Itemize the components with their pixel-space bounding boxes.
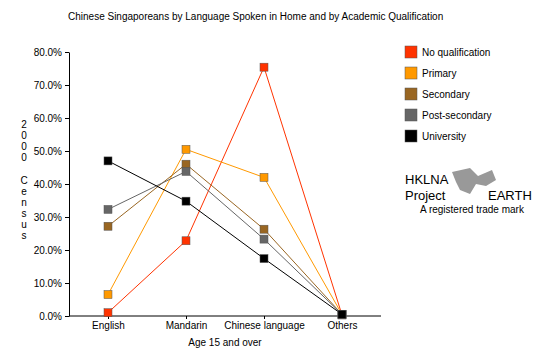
x-tick-mark [186,316,187,319]
plot-area [104,63,346,319]
y-tick-mark [65,118,69,119]
y-tick-mark [65,52,69,53]
legend-swatch [405,67,417,79]
series-line [108,171,342,314]
marker [104,205,112,213]
y-tick-mark [65,151,69,152]
y-tick-mark [65,283,69,284]
y-tick-label: 0.0% [39,311,62,322]
y-tick-mark [65,184,69,185]
series-line [108,149,342,314]
marker [338,310,346,318]
marker [338,310,346,318]
annotation: Project [405,188,446,203]
y-tick-mark [65,217,69,218]
y-axis-title-char: s [22,208,27,219]
marker [104,309,112,317]
legend-swatch [405,46,417,58]
marker [338,310,346,318]
y-axis-title-char: e [21,186,27,197]
legend-label: University [422,131,466,142]
marker [260,255,268,263]
x-axis: English Mandarin Chinese language Others [69,316,381,331]
marker [182,237,190,245]
marker [182,145,190,153]
y-axis-title-char: 0 [21,141,27,152]
y-tick: 60.0% [34,113,69,124]
marker [104,222,112,230]
y-tick-label: 30.0% [34,212,62,223]
y-tick-label: 20.0% [34,245,62,256]
title: Chinese Singaporeans by Language Spoken … [68,11,443,22]
x-tick: English [92,316,125,331]
marker [260,225,268,233]
x-tick: Mandarin [166,316,208,331]
y-tick-label: 60.0% [34,113,62,124]
marker [104,291,112,299]
x-tick-mark [264,316,265,319]
y-axis-title-char: u [21,219,27,230]
y-axis-title: 2000Census [20,119,27,241]
x-tick-label: English [92,320,125,331]
y-tick-label: 70.0% [34,80,62,91]
series-line [108,164,342,314]
y-tick-label: 80.0% [34,47,62,58]
y-tick: 20.0% [34,245,69,256]
x-tick-label: Chinese language [224,320,305,331]
annotation: A registered trade mark [420,204,525,215]
marker [338,311,346,319]
marker [104,157,112,165]
x-tick: Chinese language [224,316,305,331]
y-tick: 50.0% [34,146,69,157]
marker [182,167,190,175]
y-axis-title-char: 2 [21,119,27,130]
y-axis: 0.0% 10.0% 20.0% 30.0% 40.0% 50.0% 60.0% 70.0% 8… [34,47,70,322]
series-line [108,161,342,314]
annotation: HKLNA [405,172,449,187]
legend-swatch [405,130,417,142]
y-tick: 80.0% [34,47,69,58]
y-tick-label: 40.0% [34,179,62,190]
series-line [108,67,342,315]
y-axis-line [69,53,70,317]
y-tick: 10.0% [34,278,69,289]
marker [338,310,346,318]
marker [260,63,268,71]
y-tick: 40.0% [34,179,69,190]
y-tick-mark [65,85,69,86]
y-tick: 0.0% [39,311,69,322]
x-axis-line [69,316,381,317]
legend-label: No qualification [422,47,490,58]
y-axis-title-char: s [22,230,27,241]
x-tick-label: Others [327,320,357,331]
marker [182,197,190,205]
y-axis-title-char: 0 [21,152,27,163]
chart: Chinese Singaporeans by Language Spoken … [0,0,549,363]
y-tick: 70.0% [34,80,69,91]
x-axis-title: Age 15 and over [188,337,262,348]
y-tick: 30.0% [34,212,69,223]
legend-swatch [405,109,417,121]
legend: No qualification Primary Secondary Post-sec… [405,46,491,142]
y-tick-label: 50.0% [34,146,62,157]
legend-label: Primary [422,68,456,79]
y-axis-title-char: n [21,197,27,208]
marker [260,235,268,243]
logo: HKLNAProject EARTHA registered trade mark [405,168,532,215]
y-tick-label: 10.0% [34,278,62,289]
x-tick-label: Mandarin [166,320,208,331]
y-axis-title-char: 0 [21,130,27,141]
annotation: EARTH [488,188,532,203]
marker [182,160,190,168]
legend-label: Secondary [422,89,470,100]
legend-label: Post-secondary [422,110,491,121]
y-axis-title-char: C [20,175,27,186]
legend-swatch [405,88,417,100]
y-tick-mark [65,316,69,317]
marker [260,173,268,181]
y-tick-mark [65,250,69,251]
